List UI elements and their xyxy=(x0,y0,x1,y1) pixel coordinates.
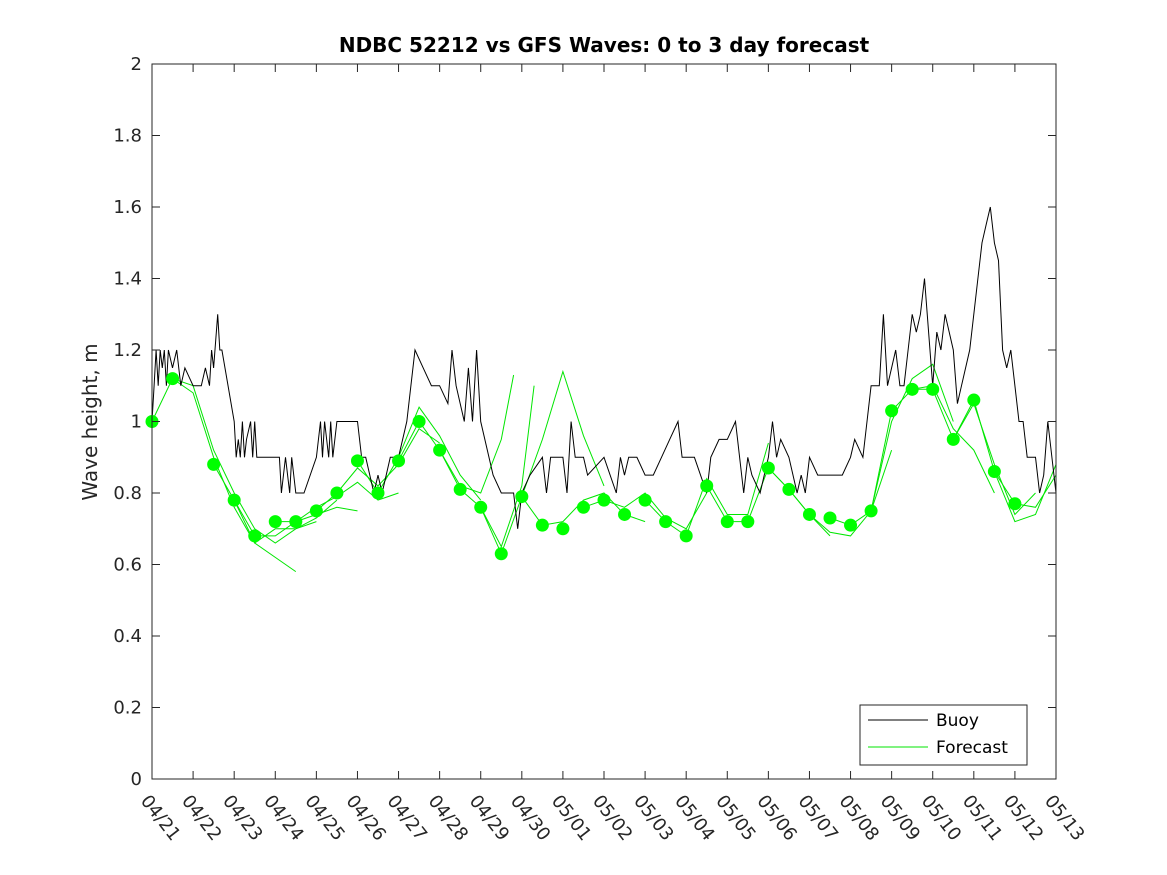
forecast-marker xyxy=(905,382,919,396)
forecast-marker xyxy=(268,515,282,529)
forecast-marker xyxy=(515,490,529,504)
forecast-marker xyxy=(844,518,858,532)
forecast-marker xyxy=(330,486,344,500)
forecast-marker xyxy=(679,529,693,543)
forecast-marker xyxy=(926,382,940,396)
forecast-marker xyxy=(638,493,652,507)
forecast-marker xyxy=(1008,497,1022,511)
forecast-run-line xyxy=(993,464,1057,523)
forecast-run-line xyxy=(952,398,1057,508)
marker-layer xyxy=(145,372,1022,561)
y-tick-label: 0.6 xyxy=(113,555,142,576)
forecast-marker xyxy=(967,393,981,407)
forecast-marker xyxy=(761,461,775,475)
y-tick-label: 1.8 xyxy=(113,126,142,147)
forecast-marker xyxy=(207,457,221,471)
y-tick-label: 0 xyxy=(131,769,142,790)
forecast-marker xyxy=(659,515,673,529)
forecast-marker xyxy=(946,432,960,446)
forecast-marker xyxy=(864,504,878,518)
y-tick-label: 1 xyxy=(131,412,142,433)
forecast-marker xyxy=(309,504,323,518)
forecast-marker xyxy=(618,507,632,521)
forecast-marker xyxy=(433,443,447,457)
forecast-marker xyxy=(987,465,1001,479)
forecast-marker xyxy=(720,515,734,529)
forecast-marker xyxy=(556,522,570,536)
forecast-marker xyxy=(166,372,180,386)
legend-label-buoy: Buoy xyxy=(936,711,979,731)
legend-label-forecast: Forecast xyxy=(936,738,1008,758)
forecast-marker xyxy=(350,454,364,468)
forecast-marker xyxy=(392,454,406,468)
forecast-marker xyxy=(700,479,714,493)
y-tick-label: 2 xyxy=(131,54,142,75)
forecast-run-line xyxy=(439,385,535,548)
plot-frame xyxy=(151,63,1057,780)
forecast-marker xyxy=(412,415,426,428)
forecast-marker xyxy=(802,507,816,521)
y-tick-label: 1.2 xyxy=(113,340,142,361)
plot-area xyxy=(152,64,1056,779)
forecast-marker xyxy=(474,500,488,514)
y-tick-label: 0.4 xyxy=(113,626,142,647)
forecast-run-line xyxy=(172,378,317,544)
forecast-marker xyxy=(782,482,796,496)
forecast-marker xyxy=(597,493,611,507)
y-tick-label: 1.6 xyxy=(113,197,142,218)
forecast-marker xyxy=(823,511,837,525)
forecast-marker xyxy=(741,515,755,529)
chart-title: NDBC 52212 vs GFS Waves: 0 to 3 day fore… xyxy=(339,33,870,57)
forecast-marker xyxy=(885,404,899,418)
forecast-marker xyxy=(227,493,241,507)
forecast-marker xyxy=(453,482,467,496)
forecast-marker xyxy=(576,500,590,514)
buoy-line xyxy=(151,206,1057,529)
y-tick-label: 0.8 xyxy=(113,483,142,504)
forecast-marker xyxy=(248,529,262,543)
y-tick-label: 0.2 xyxy=(113,698,142,719)
forecast-marker xyxy=(371,486,385,500)
legend: Buoy Forecast xyxy=(859,704,1028,766)
forecast-marker xyxy=(494,547,508,561)
y-tick-label: 1.4 xyxy=(113,269,142,290)
y-axis-label: Wave height, m xyxy=(78,343,102,500)
legend-box xyxy=(859,704,1028,766)
forecast-marker xyxy=(289,515,303,529)
forecast-marker xyxy=(535,518,549,532)
